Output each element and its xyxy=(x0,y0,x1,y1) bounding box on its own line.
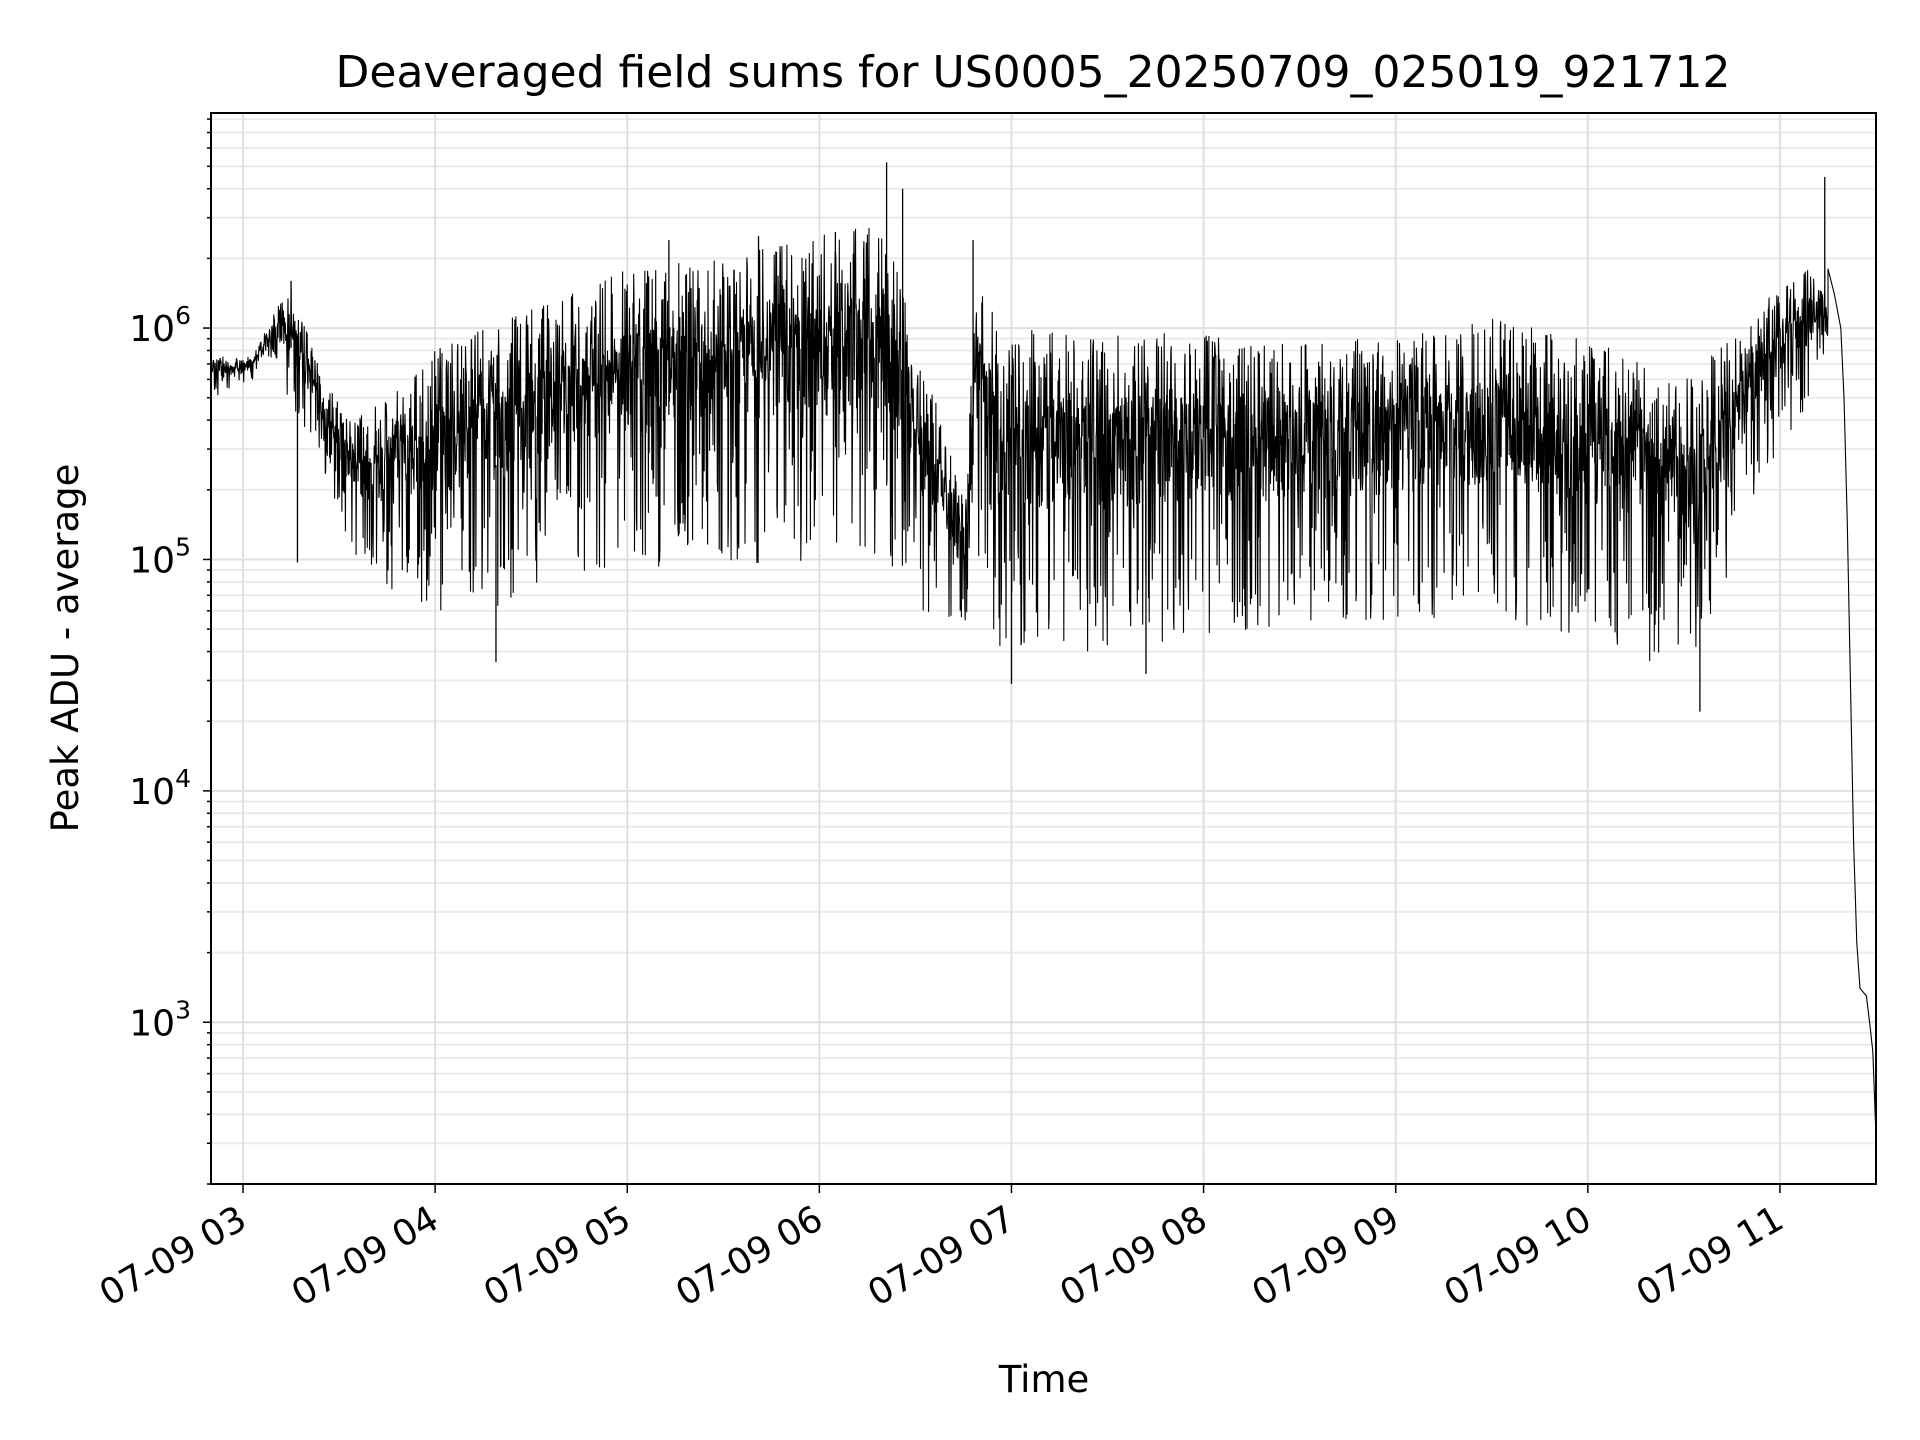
y-tick-label: 105 xyxy=(129,532,191,581)
data-layer xyxy=(210,162,1877,1137)
y-tick-label: 103 xyxy=(129,995,191,1044)
plot-area xyxy=(210,112,1877,1185)
y-axis-label: Peak ADU - average xyxy=(44,464,87,833)
chart-title: Deaveraged field sums for US0005_2025070… xyxy=(336,47,1731,98)
x-axis-label: Time xyxy=(998,1358,1090,1401)
y-tick-label: 104 xyxy=(129,764,191,813)
plot-frame xyxy=(210,112,1877,1185)
series-line xyxy=(210,227,1877,1137)
plot-background xyxy=(211,113,1876,1184)
grid xyxy=(211,113,1876,1185)
y-tick-label: 106 xyxy=(129,301,191,350)
y-axis: 103 104 105 106 xyxy=(129,118,211,1185)
